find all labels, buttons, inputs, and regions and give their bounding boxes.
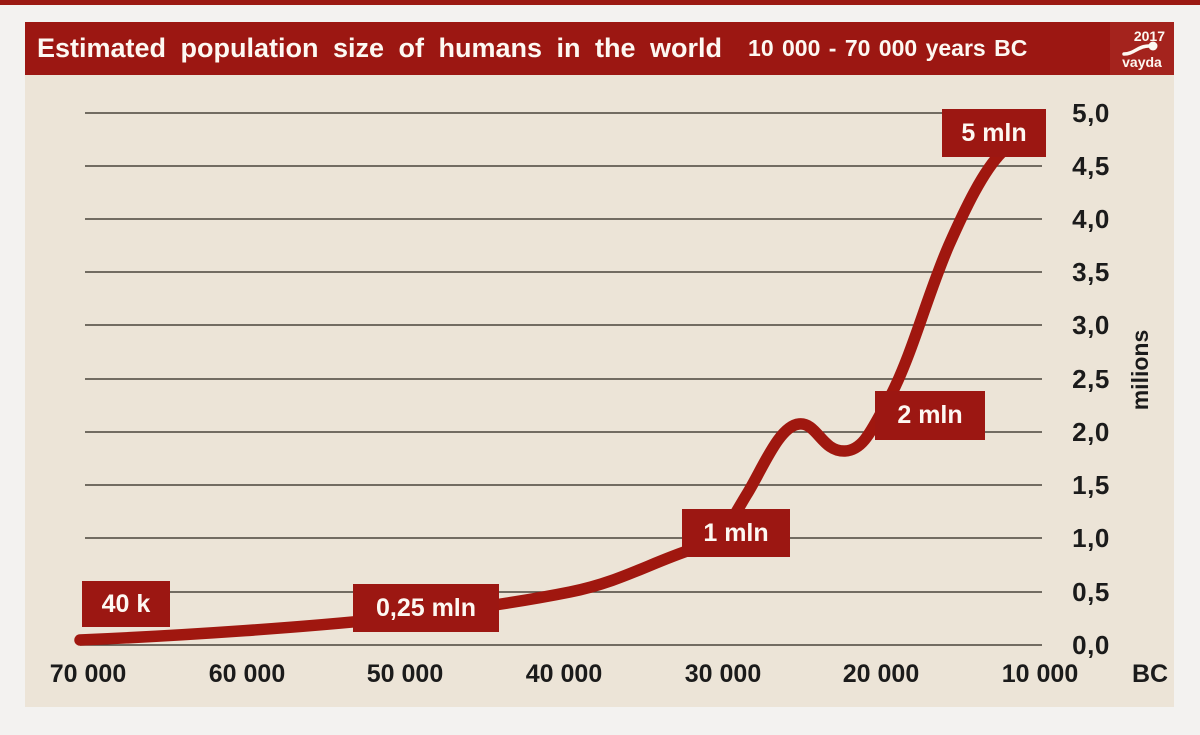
x-tick-10000: 10 000 xyxy=(1001,660,1079,688)
logo-name: vayda xyxy=(1122,53,1162,70)
y-tick-0-0: 0,0 xyxy=(1072,630,1110,660)
chart-subtitle: 10 000 - 70 000 years BC xyxy=(748,35,1028,61)
chart-title: Estimated population size of humans in t… xyxy=(37,33,723,63)
y-tick-4-5: 4,5 xyxy=(1072,151,1110,181)
y-tick-3-5: 3,5 xyxy=(1072,257,1110,287)
logo-curve-icon xyxy=(1122,41,1158,56)
x-tick-70000: 70 000 xyxy=(49,660,127,688)
x-tick-40000: 40 000 xyxy=(525,660,603,688)
data-label-40k: 40 k xyxy=(82,581,170,627)
y-tick-2-5: 2,5 xyxy=(1072,364,1110,394)
y-tick-3-0: 3,0 xyxy=(1072,310,1110,340)
x-axis-unit-bc: BC xyxy=(1131,660,1169,688)
y-tick-4-0: 4,0 xyxy=(1072,204,1110,234)
data-label-5mln: 5 mln xyxy=(942,109,1046,157)
y-tick-0-5: 0,5 xyxy=(1072,577,1110,607)
chart-panel: Estimated population size of humans in t… xyxy=(25,22,1174,707)
top-border xyxy=(0,0,1200,5)
y-tick-1-5: 1,5 xyxy=(1072,470,1110,500)
data-label-025mln: 0,25 mln xyxy=(353,584,499,632)
y-axis-title: milions xyxy=(1127,329,1153,411)
y-tick-5-0: 5,0 xyxy=(1072,98,1110,128)
chart-canvas xyxy=(74,112,1042,646)
vayda-logo: 2017 vayda xyxy=(1110,22,1174,75)
plot-area: 40 k 0,25 mln 1 mln 2 mln 5 mln 5,0 4,5 … xyxy=(25,75,1174,707)
logo-year: 2017 xyxy=(1133,27,1165,44)
title-bar: Estimated population size of humans in t… xyxy=(25,22,1174,75)
y-tick-2-0: 2,0 xyxy=(1072,417,1110,447)
x-tick-20000: 20 000 xyxy=(842,660,920,688)
data-label-1mln: 1 mln xyxy=(682,509,790,557)
x-tick-50000: 50 000 xyxy=(366,660,444,688)
x-tick-60000: 60 000 xyxy=(208,660,286,688)
y-tick-1-0: 1,0 xyxy=(1072,523,1110,553)
population-curve xyxy=(74,128,1035,646)
x-tick-30000: 30 000 xyxy=(684,660,762,688)
data-label-2mln: 2 mln xyxy=(875,391,985,440)
